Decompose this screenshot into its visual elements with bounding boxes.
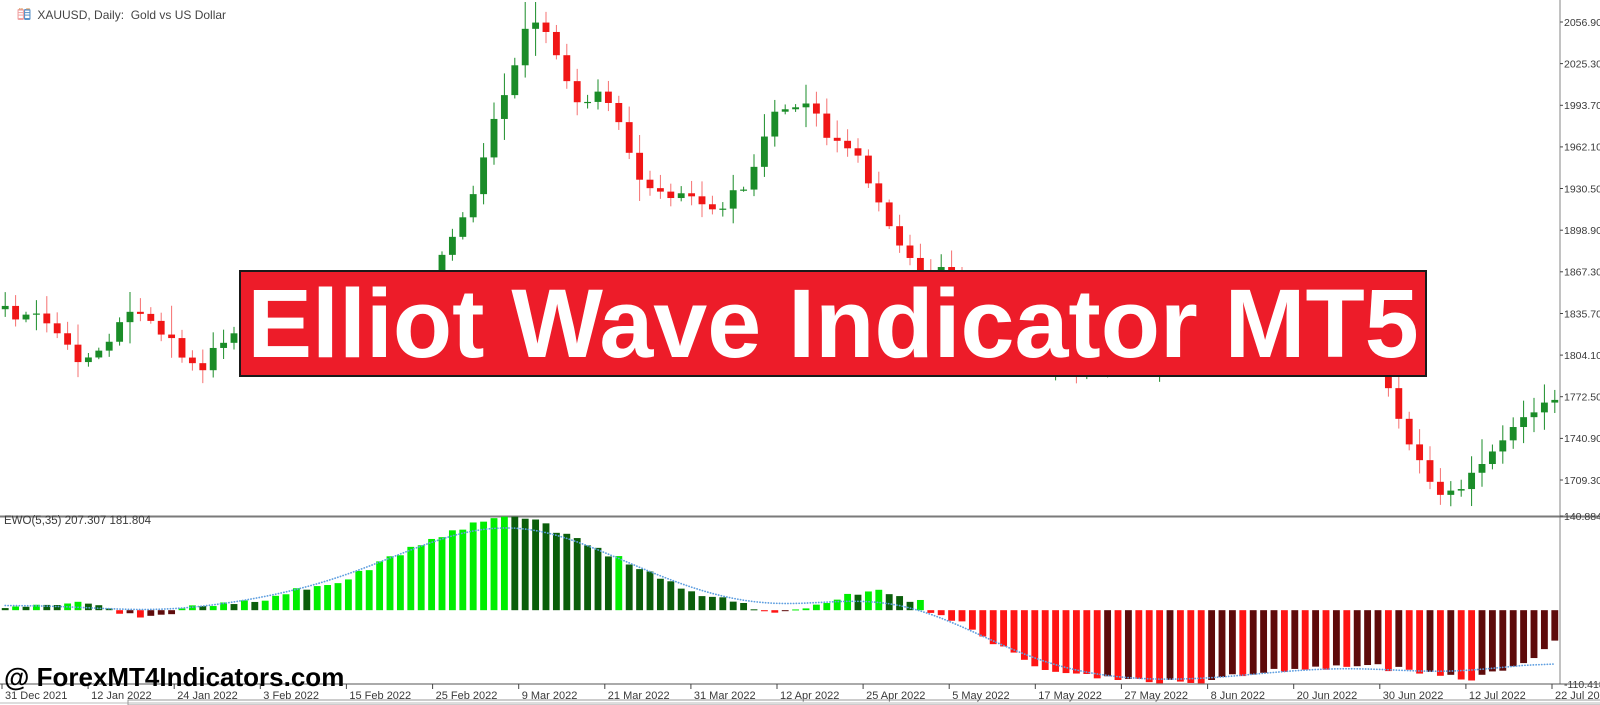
svg-text:2056.90: 2056.90 (1564, 17, 1600, 29)
svg-text:140.884: 140.884 (1564, 511, 1600, 523)
svg-text:1772.50: 1772.50 (1564, 392, 1600, 404)
svg-text:1740.90: 1740.90 (1564, 433, 1600, 445)
svg-text:1993.70: 1993.70 (1564, 100, 1600, 112)
svg-text:1804.10: 1804.10 (1564, 350, 1600, 362)
svg-text:1709.30: 1709.30 (1564, 475, 1600, 487)
svg-text:1962.10: 1962.10 (1564, 142, 1600, 154)
svg-text:1930.50: 1930.50 (1564, 183, 1600, 195)
svg-text:1835.70: 1835.70 (1564, 308, 1600, 320)
svg-text:1867.30: 1867.30 (1564, 267, 1600, 279)
svg-text:-110.418: -110.418 (1564, 679, 1600, 691)
svg-text:1898.90: 1898.90 (1564, 225, 1600, 237)
svg-text:2025.30: 2025.30 (1564, 58, 1600, 70)
